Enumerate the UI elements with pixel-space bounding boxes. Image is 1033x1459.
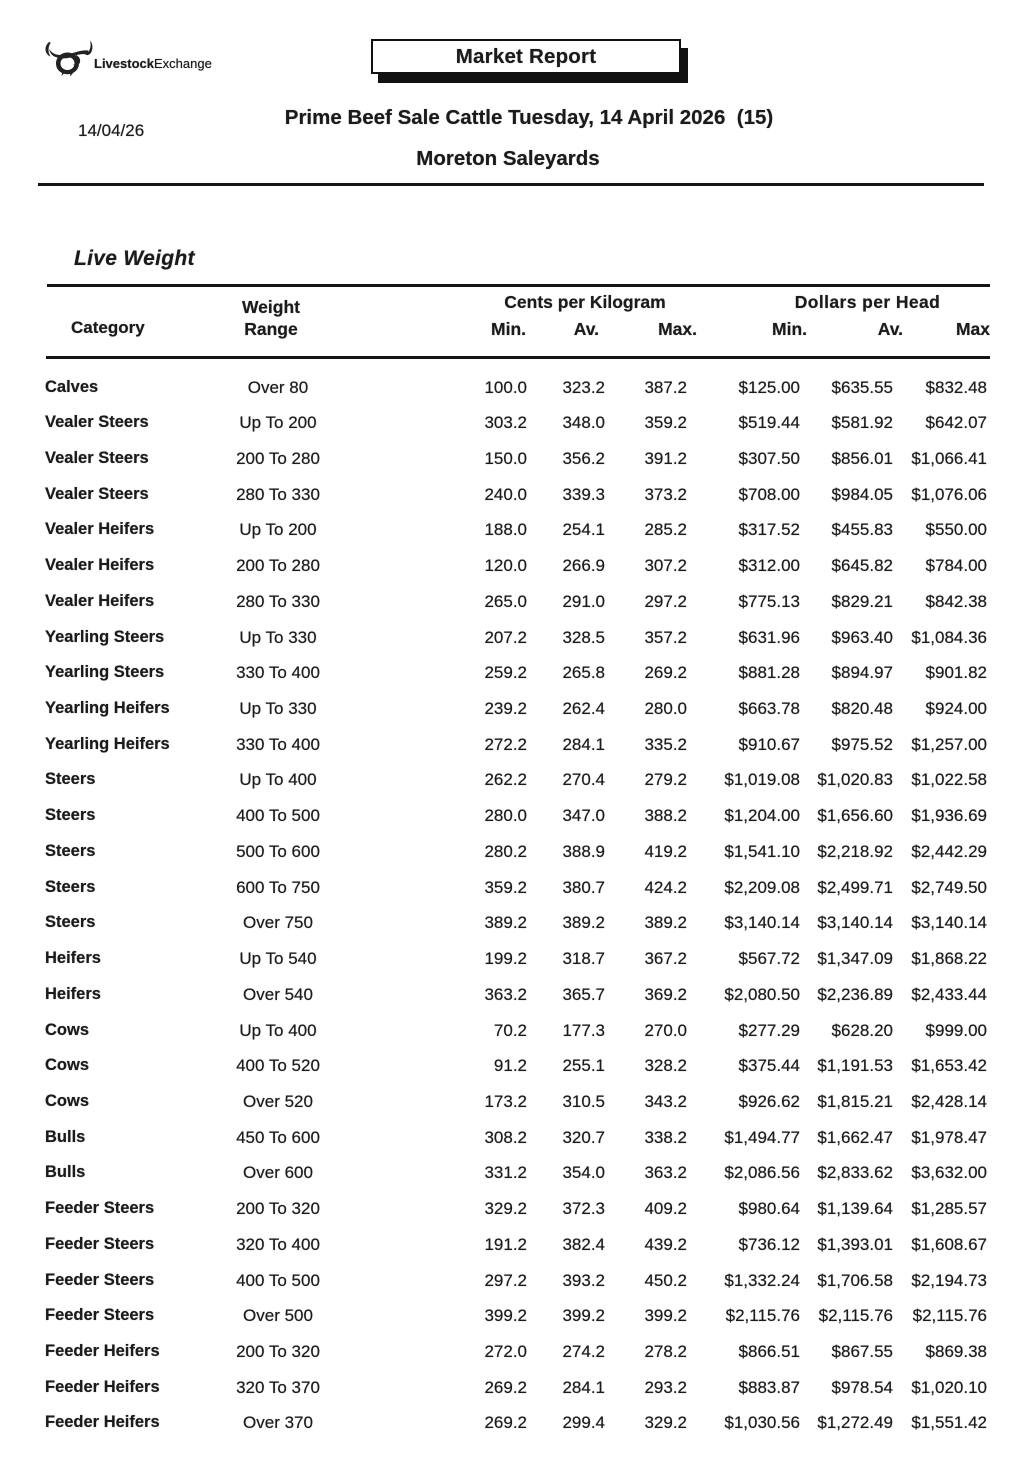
- svg-text:LivestockExchange: LivestockExchange: [94, 56, 212, 71]
